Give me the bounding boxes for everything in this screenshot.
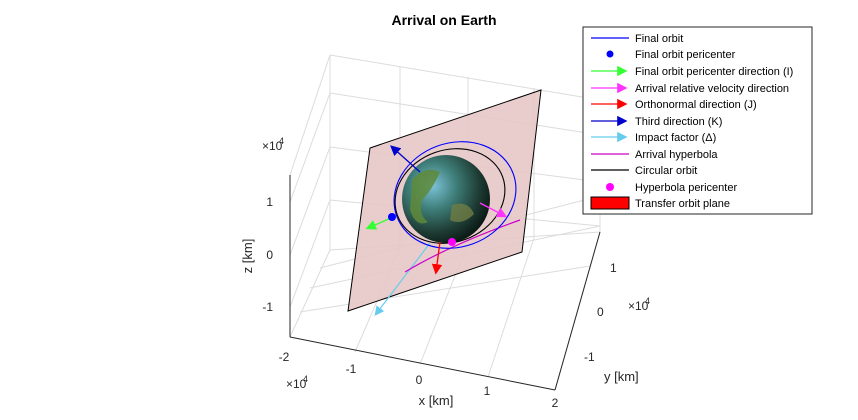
legend-swatch bbox=[606, 50, 614, 58]
y-axis-label: y [km] bbox=[604, 369, 639, 384]
pericenter-direction-arrow bbox=[365, 217, 392, 230]
y-axis: 1 0 -1 ×10 4 y [km] bbox=[584, 261, 650, 384]
legend[interactable]: Final orbit Final orbit pericenter Final… bbox=[582, 26, 813, 215]
chart-title: Arrival on Earth bbox=[391, 12, 496, 28]
velocity-direction-arrow bbox=[479, 202, 508, 218]
z-axis: ×10 4 1 0 -1 z [km] bbox=[240, 136, 284, 314]
x-axis: -2 -1 0 1 2 ×10 4 x [km] bbox=[279, 350, 559, 410]
final-orbit bbox=[393, 141, 517, 249]
legend-entry: Transfer orbit plane bbox=[635, 198, 730, 210]
legend-entry: Arrival hyperbola bbox=[635, 149, 718, 161]
x-tick-label: -1 bbox=[346, 362, 357, 376]
z-exponent-power: 4 bbox=[279, 136, 284, 146]
x-tick-label: 1 bbox=[484, 384, 491, 398]
legend-entry: Final orbit pericenter bbox=[635, 49, 736, 61]
x-tick-label: 0 bbox=[416, 373, 423, 387]
y-tick-label: -1 bbox=[584, 350, 595, 364]
circular-orbit bbox=[394, 148, 506, 244]
legend-entry: Circular orbit bbox=[635, 165, 697, 177]
impact-factor-arrow bbox=[374, 242, 431, 316]
z-axis-label: z [km] bbox=[240, 239, 255, 274]
x-axis-label: x [km] bbox=[419, 393, 454, 408]
x-tick-label: 2 bbox=[552, 396, 559, 410]
arrival-hyperbola bbox=[404, 219, 521, 273]
z-tick-label: -1 bbox=[262, 300, 273, 314]
legend-entry: Orthonormal direction (J) bbox=[635, 99, 757, 111]
legend-entry: Third direction (K) bbox=[635, 116, 722, 128]
x-exponent-power: 4 bbox=[303, 374, 308, 384]
y-exponent-power: 4 bbox=[645, 296, 650, 306]
legend-entry: Arrival relative velocity direction bbox=[635, 83, 789, 95]
earth-landmass bbox=[410, 169, 440, 224]
y-tick-label: 1 bbox=[610, 261, 617, 275]
earth-landmass bbox=[450, 203, 474, 222]
legend-swatch bbox=[590, 196, 630, 210]
third-direction-arrow bbox=[390, 145, 421, 173]
y-exponent-label: ×10 bbox=[628, 299, 649, 313]
orthonormal-direction-arrow bbox=[431, 241, 443, 275]
x-tick-label: -2 bbox=[279, 350, 290, 364]
axes-lines bbox=[289, 175, 601, 391]
legend-entry: Hyperbola pericenter bbox=[635, 182, 737, 194]
final-orbit-pericenter-marker bbox=[388, 213, 396, 221]
legend-entry: Final orbit pericenter direction (I) bbox=[635, 66, 793, 78]
z-tick-label: 0 bbox=[266, 248, 273, 262]
legend-entry: Final orbit bbox=[635, 33, 683, 45]
legend-swatch bbox=[606, 183, 614, 191]
z-tick-label: 1 bbox=[266, 195, 273, 209]
x-exponent-label: ×10 bbox=[286, 377, 307, 391]
z-exponent-label: ×10 bbox=[262, 139, 283, 153]
y-tick-label: 0 bbox=[597, 305, 604, 319]
legend-entry: Impact factor (Δ) bbox=[635, 132, 716, 144]
hyperbola-pericenter-marker bbox=[448, 238, 456, 246]
